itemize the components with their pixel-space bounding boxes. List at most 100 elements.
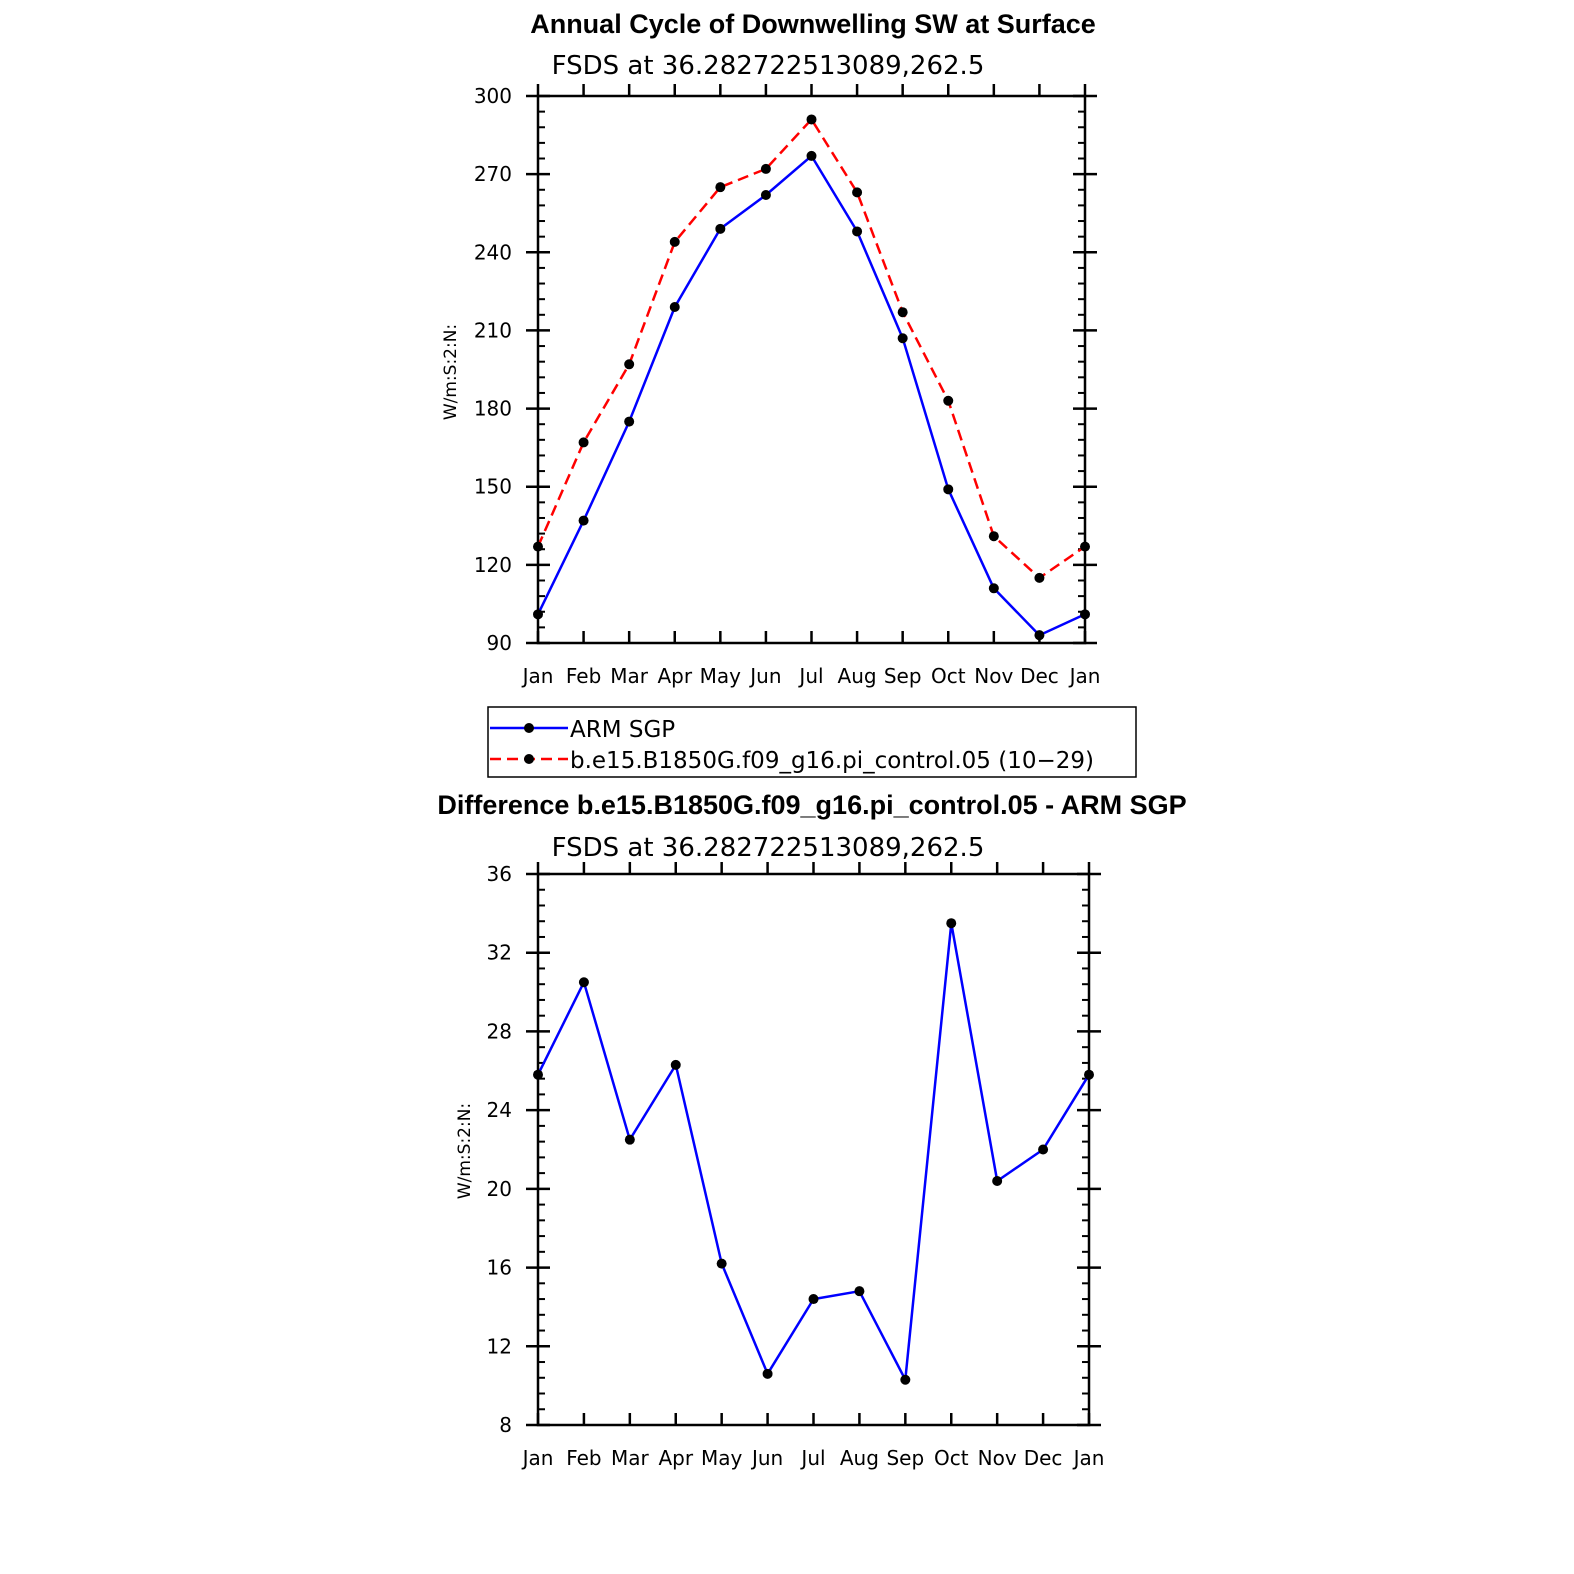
data-point — [806, 150, 817, 161]
x-tick-label: Jun — [748, 664, 781, 688]
data-point — [988, 583, 999, 594]
data-point — [760, 189, 771, 200]
data-point — [670, 1059, 681, 1070]
y-tick-label: 270 — [474, 162, 512, 186]
x-tick-label: Nov — [978, 1446, 1017, 1470]
legend-marker-model — [524, 754, 534, 764]
data-point — [760, 163, 771, 174]
legend-label-arm-sgp: ARM SGP — [570, 717, 675, 743]
y-tick-label: 150 — [474, 475, 512, 499]
legend-item-model: b.e15.B1850G.f09_g16.pi_control.05 (10−2… — [490, 748, 1094, 774]
x-tick-label: Mar — [610, 664, 649, 688]
annual-cycle-chart: Annual Cycle of Downwelling SW at Surfac… — [441, 9, 1137, 778]
y-tick-label: 16 — [487, 1256, 512, 1280]
y-tick-label: 300 — [474, 84, 512, 108]
y-tick-label: 28 — [487, 1019, 512, 1043]
data-point — [715, 182, 726, 193]
data-point — [808, 1294, 819, 1305]
data-point — [988, 531, 999, 542]
x-tick-label: Jan — [1068, 664, 1101, 688]
data-point — [1080, 609, 1090, 620]
y-tick-label: 180 — [474, 397, 512, 421]
chart-subtitle: FSDS at 36.282722513089,262.5 — [552, 51, 985, 81]
data-point — [578, 515, 589, 526]
data-point — [533, 1069, 543, 1080]
legend-label-model: b.e15.B1850G.f09_g16.pi_control.05 (10−2… — [570, 748, 1094, 774]
y-tick-label: 8 — [499, 1413, 512, 1437]
legend-marker-arm-sgp — [524, 723, 534, 733]
data-point — [669, 301, 680, 312]
x-tick-label: Jan — [1072, 1446, 1105, 1470]
y-tick-label: 20 — [487, 1177, 512, 1201]
data-point — [854, 1286, 865, 1297]
x-tick-label: Oct — [931, 664, 966, 688]
x-tick-label: Jul — [797, 664, 823, 688]
y-axis-label: W/m:S:2:N: — [455, 1103, 475, 1199]
data-point — [943, 484, 954, 495]
y-tick-label: 120 — [474, 553, 512, 577]
legend-box — [487, 706, 1137, 778]
legend-item-arm-sgp: ARM SGP — [490, 717, 675, 743]
y-tick-label: 36 — [487, 862, 512, 886]
x-tick-label: Aug — [840, 1446, 879, 1470]
y-tick-label: 240 — [474, 240, 512, 264]
data-point — [624, 416, 635, 427]
data-point — [806, 114, 817, 125]
data-point — [897, 307, 908, 318]
y-tick-label: 210 — [474, 318, 512, 342]
x-tick-label: May — [701, 1446, 743, 1470]
data-point — [1034, 572, 1045, 583]
data-point — [578, 437, 589, 448]
y-tick-label: 32 — [487, 941, 512, 965]
data-point — [943, 395, 954, 406]
x-tick-label: Sep — [884, 664, 922, 688]
y-tick-label: 24 — [487, 1098, 512, 1122]
chart-title: Difference b.e15.B1850G.f09_g16.pi_contr… — [437, 790, 1186, 820]
x-tick-label: Dec — [1020, 664, 1059, 688]
x-tick-label: Oct — [934, 1446, 969, 1470]
data-point — [716, 1258, 727, 1269]
data-point — [852, 187, 863, 198]
data-point — [533, 541, 543, 552]
data-point — [1038, 1144, 1049, 1155]
chart-title: Annual Cycle of Downwelling SW at Surfac… — [530, 9, 1096, 39]
x-tick-label: May — [700, 664, 742, 688]
x-tick-label: Feb — [566, 664, 601, 688]
x-tick-label: Apr — [658, 1446, 693, 1470]
x-tick-label: Feb — [566, 1446, 601, 1470]
data-point — [900, 1374, 911, 1385]
data-point — [624, 359, 635, 370]
data-point — [669, 236, 680, 247]
data-point — [533, 609, 543, 620]
x-tick-label: Mar — [611, 1446, 650, 1470]
data-point — [624, 1134, 635, 1145]
legend: ARM SGP b.e15.B1850G.f09_g16.pi_control.… — [487, 706, 1137, 778]
data-point — [992, 1175, 1003, 1186]
y-tick-label: 12 — [487, 1334, 512, 1358]
data-point — [946, 918, 957, 929]
data-point — [1080, 541, 1090, 552]
difference-chart: Difference b.e15.B1850G.f09_g16.pi_contr… — [437, 790, 1186, 1470]
y-tick-label: 90 — [487, 631, 512, 655]
data-point — [852, 226, 863, 237]
x-tick-label: Dec — [1024, 1446, 1063, 1470]
x-tick-label: Apr — [657, 664, 692, 688]
x-tick-label: Jun — [750, 1446, 783, 1470]
x-tick-label: Aug — [838, 664, 877, 688]
plot-area: Jan Feb Mar Apr May Jun Jul Aug Sep Oct Nov Dec Jan 8… — [487, 862, 1105, 1470]
x-tick-label: Nov — [974, 664, 1013, 688]
x-tick-label: Jan — [521, 664, 554, 688]
data-point — [715, 223, 726, 234]
x-tick-label: Sep — [886, 1446, 924, 1470]
x-tick-label: Jul — [799, 1446, 825, 1470]
x-tick-label: Jan — [521, 1446, 554, 1470]
data-point — [578, 977, 589, 988]
chart-subtitle: FSDS at 36.282722513089,262.5 — [552, 833, 985, 863]
data-point — [897, 333, 908, 344]
data-point — [1084, 1069, 1094, 1080]
data-point — [762, 1368, 773, 1379]
y-axis-label: W/m:S:2:N: — [441, 324, 461, 420]
data-point — [1034, 630, 1045, 641]
plot-area: Jan Feb Mar Apr May Jun Jul Aug Sep Oct Nov Dec Jan 9… — [474, 84, 1101, 688]
